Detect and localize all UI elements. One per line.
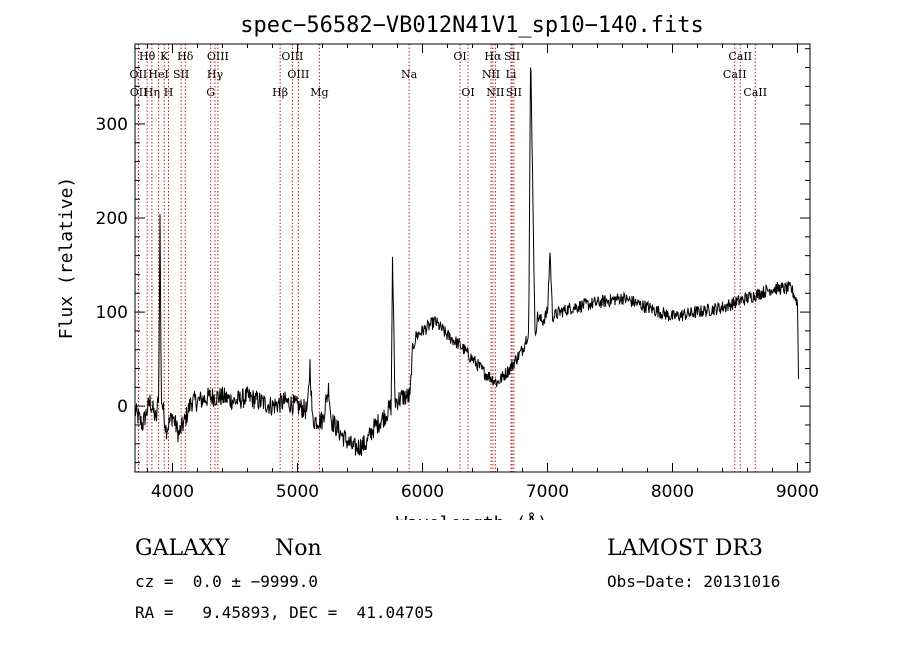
spectral-line-label: OII bbox=[130, 86, 148, 99]
spectral-line-label: Hβ bbox=[272, 86, 288, 99]
x-tick-label: 4000 bbox=[151, 482, 194, 502]
x-axis-label: Wavelength (Å) bbox=[396, 512, 548, 520]
spectral-line-label: OIII bbox=[281, 50, 303, 63]
spectral-line-label: CaII bbox=[743, 86, 767, 99]
spectral-line-label: NII bbox=[482, 68, 500, 81]
spectrum-trace bbox=[134, 67, 799, 456]
x-tick-label: 7000 bbox=[526, 482, 569, 502]
coordinates-readout: RA = 9.45893, DEC = 41.04705 bbox=[135, 603, 434, 622]
x-axis-ticks: 4000 5000 6000 7000 8000 9000 bbox=[147, 44, 819, 502]
spectrum-chart: spec−56582−VB012N41V1_sp10−140.fits Hθ K H… bbox=[56, 13, 819, 520]
spectral-line-label: Hθ bbox=[139, 50, 156, 63]
y-tick-label: 300 bbox=[96, 115, 128, 135]
y-axis-label: Flux (relative) bbox=[56, 177, 77, 340]
obs-date-readout: Obs−Date: 20131016 bbox=[607, 572, 781, 591]
spectral-line-label: H bbox=[164, 86, 174, 99]
spectral-line-label: NII bbox=[486, 86, 504, 99]
spectral-line-label: SII bbox=[173, 68, 189, 81]
spectral-line-label: Hδ bbox=[177, 50, 194, 63]
spectral-line-label: CaII bbox=[728, 50, 752, 63]
redshift-readout: cz = 0.0 ± −9999.0 bbox=[135, 572, 319, 591]
y-tick-label: 100 bbox=[96, 303, 128, 323]
spectral-line-label: OII bbox=[130, 68, 148, 81]
x-tick-label: 5000 bbox=[276, 482, 319, 502]
spectral-line-label: OIII bbox=[207, 50, 229, 63]
spectral-line-label: Hα bbox=[484, 50, 502, 63]
spectral-line-label: Na bbox=[401, 68, 418, 81]
spectral-line-markers bbox=[137, 44, 756, 472]
spectral-line-label: Hγ bbox=[207, 68, 224, 81]
spectral-line-label: CaII bbox=[723, 68, 747, 81]
classification-label: GALAXY bbox=[135, 536, 230, 561]
spectral-line-label: HeI bbox=[148, 68, 168, 81]
spectral-line-label: G bbox=[206, 86, 215, 99]
subclass-label: Non bbox=[275, 536, 322, 561]
y-tick-label: 200 bbox=[96, 209, 128, 229]
x-tick-label: 8000 bbox=[651, 482, 694, 502]
spectral-line-label: SII bbox=[504, 50, 520, 63]
x-tick-label: 9000 bbox=[776, 482, 819, 502]
spectral-line-label: OIII bbox=[287, 68, 309, 81]
chart-title: spec−56582−VB012N41V1_sp10−140.fits bbox=[240, 13, 704, 38]
spectral-line-label: SII bbox=[506, 86, 522, 99]
spectral-line-label: OI bbox=[461, 86, 474, 99]
x-tick-label: 6000 bbox=[401, 482, 444, 502]
spectral-line-label: Li bbox=[506, 68, 517, 81]
y-axis-ticks: 0 100 200 300 bbox=[96, 48, 810, 464]
y-tick-label: 0 bbox=[117, 397, 128, 417]
plot-frame bbox=[134, 43, 811, 473]
spectral-line-label: OI bbox=[453, 50, 466, 63]
spectral-line-label: Mg bbox=[310, 86, 328, 99]
spectral-line-label: Hη bbox=[144, 86, 160, 99]
spectral-line-label: K bbox=[160, 50, 169, 63]
survey-label: LAMOST DR3 bbox=[607, 536, 763, 561]
